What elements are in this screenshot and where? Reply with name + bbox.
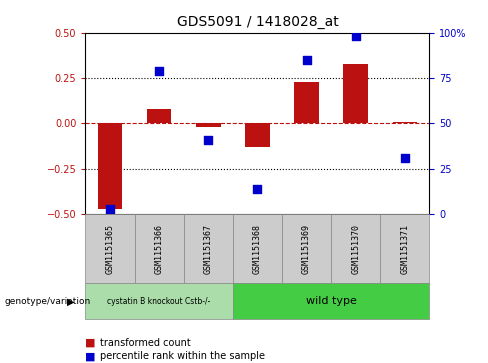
Bar bbox=[85, 283, 233, 319]
Title: GDS5091 / 1418028_at: GDS5091 / 1418028_at bbox=[177, 15, 338, 29]
Bar bbox=[380, 214, 429, 283]
Bar bbox=[233, 214, 282, 283]
Text: ■: ■ bbox=[85, 351, 96, 362]
Text: GSM1151371: GSM1151371 bbox=[400, 224, 409, 274]
Text: ■: ■ bbox=[85, 338, 96, 348]
Bar bbox=[392, 122, 417, 123]
Bar bbox=[196, 123, 221, 127]
Text: wild type: wild type bbox=[305, 296, 357, 306]
Text: cystatin B knockout Cstb-/-: cystatin B knockout Cstb-/- bbox=[107, 297, 211, 306]
Point bbox=[352, 33, 360, 39]
Text: genotype/variation: genotype/variation bbox=[5, 297, 91, 306]
Text: GSM1151368: GSM1151368 bbox=[253, 224, 262, 274]
Bar bbox=[282, 214, 331, 283]
Bar bbox=[344, 64, 368, 123]
Bar bbox=[331, 214, 380, 283]
Bar bbox=[233, 283, 429, 319]
Bar bbox=[147, 109, 171, 123]
Text: transformed count: transformed count bbox=[100, 338, 191, 348]
Text: GSM1151369: GSM1151369 bbox=[302, 224, 311, 274]
Point bbox=[204, 137, 212, 143]
Bar bbox=[85, 214, 135, 283]
Bar bbox=[135, 214, 183, 283]
Bar bbox=[98, 123, 122, 209]
Point bbox=[106, 206, 114, 212]
Point bbox=[155, 68, 163, 74]
Bar bbox=[245, 123, 270, 147]
Bar bbox=[183, 214, 233, 283]
Text: GSM1151365: GSM1151365 bbox=[105, 224, 115, 274]
Point bbox=[303, 57, 310, 63]
Text: GSM1151366: GSM1151366 bbox=[155, 224, 163, 274]
Point bbox=[254, 186, 262, 192]
Text: GSM1151367: GSM1151367 bbox=[204, 224, 213, 274]
Text: GSM1151370: GSM1151370 bbox=[351, 224, 360, 274]
Text: ▶: ▶ bbox=[67, 296, 75, 306]
Point bbox=[401, 155, 409, 161]
Text: percentile rank within the sample: percentile rank within the sample bbox=[100, 351, 265, 362]
Bar bbox=[294, 82, 319, 123]
